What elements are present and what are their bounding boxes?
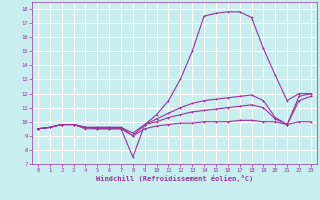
X-axis label: Windchill (Refroidissement éolien,°C): Windchill (Refroidissement éolien,°C) <box>96 175 253 182</box>
